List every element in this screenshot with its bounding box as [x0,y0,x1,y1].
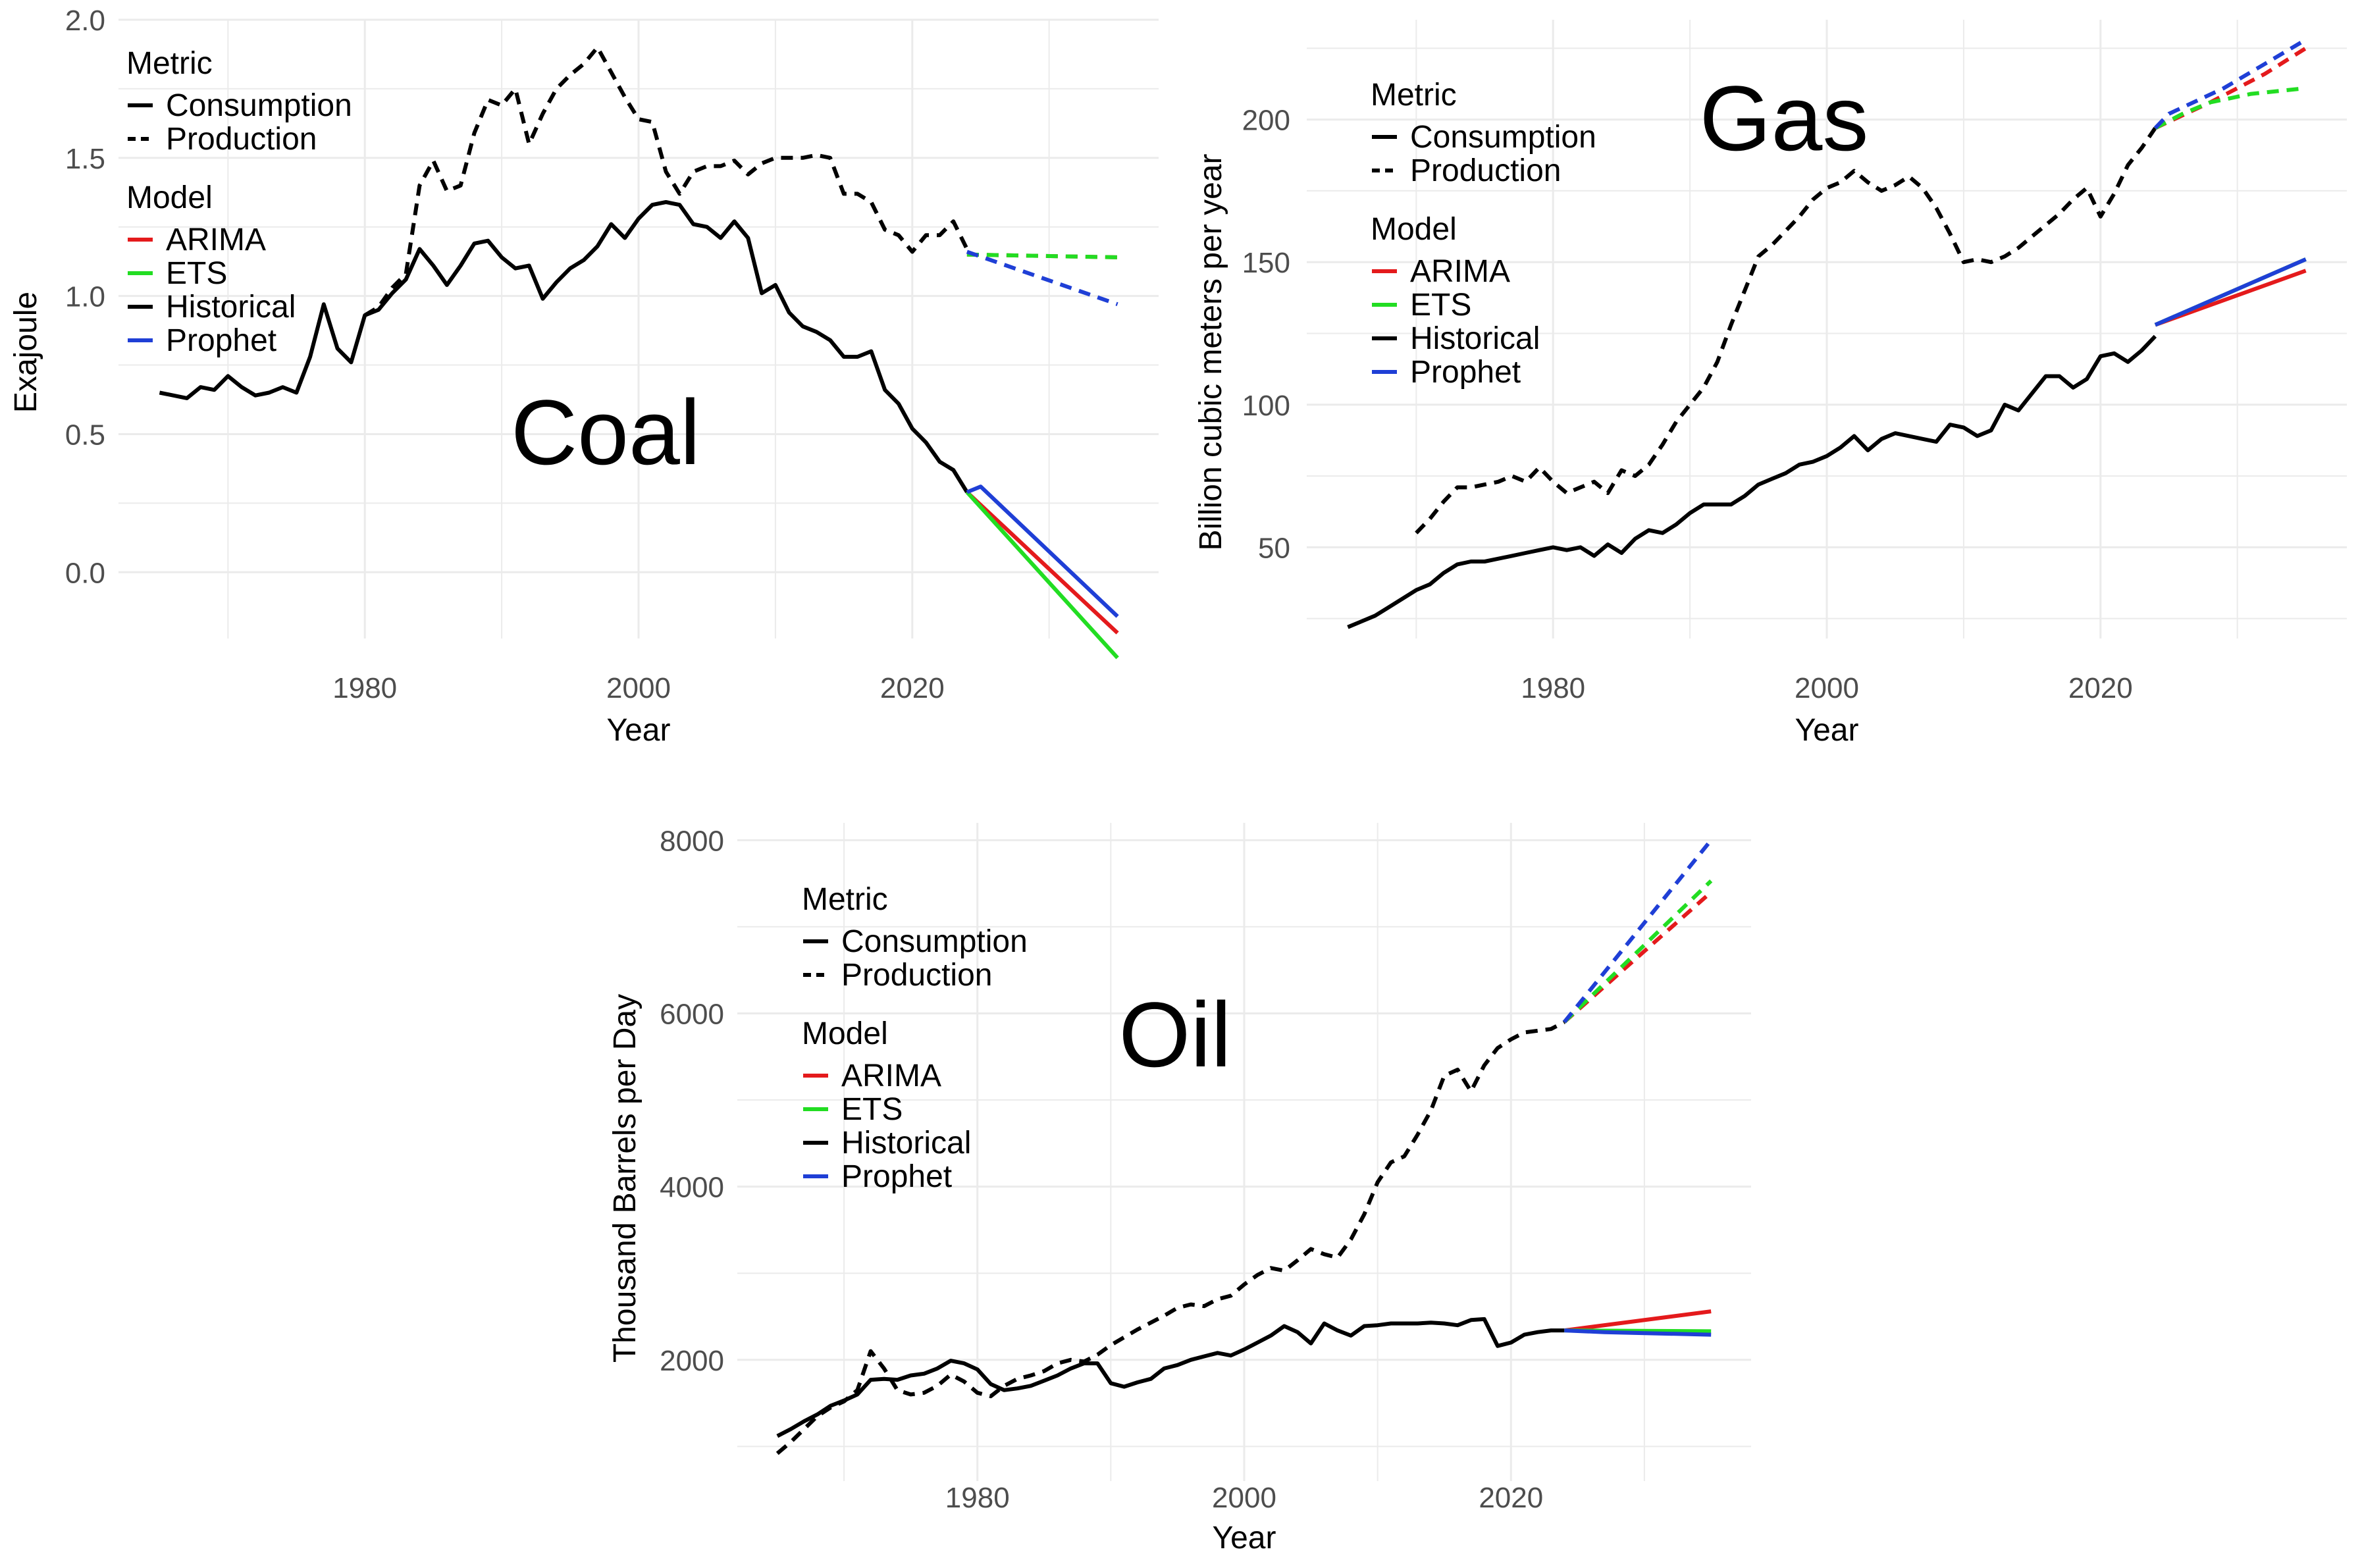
gas-y-ticks: 50 100 150 200 [1242,105,1290,565]
legend-label: Production [1410,153,1561,188]
y-tick-label: 1.5 [65,143,105,175]
x-tick-label: 1980 [332,672,397,704]
gas-title: Gas [1700,66,1869,170]
legend-label: Prophet [1410,355,1521,390]
y-tick-label: 200 [1242,105,1290,137]
coal-y-axis-label: Exajoule [9,292,43,413]
y-tick-label: 2.0 [65,5,105,37]
legend-title: Metric [1371,78,1457,113]
gas-series-production-ets [2154,86,2306,130]
coal-series-production-prophet [966,249,1118,307]
coal-panel: 0.0 0.5 1.0 1.5 2.0 1980 2000 2020 Exajoule Ye… [9,5,1159,748]
legend-label: ETS [841,1092,903,1127]
x-tick-label: 1980 [945,1482,1010,1514]
y-tick-label: 0.5 [65,419,105,451]
gas-series [1347,38,2307,629]
gas-series-production-prophet [2153,38,2307,130]
y-tick-label: 0.0 [65,557,105,589]
x-tick-label: 2000 [606,672,671,704]
oil-title: Oil [1118,983,1231,1086]
oil-series-consumption-prophet [1564,1328,1712,1337]
y-tick-label: 2000 [660,1345,724,1377]
coal-series-consumption-arima [965,490,1119,635]
coal-x-ticks: 1980 2000 2020 [332,672,944,704]
y-tick-label: 8000 [660,825,724,857]
legend-label: Historical [841,1126,971,1161]
legend-label: Consumption [166,88,352,123]
y-tick-label: 50 [1258,532,1290,564]
legend-title: Model [126,180,213,215]
oil-y-axis-label: Thousand Barrels per Day [608,994,643,1363]
oil-x-axis-label: Year [1213,1521,1276,1555]
y-tick-label: 150 [1242,247,1290,279]
x-tick-label: 2020 [2068,672,2133,704]
coal-series-consumption-historical [159,200,969,494]
y-tick-label: 4000 [660,1172,724,1204]
coal-series-production-historical [363,45,969,317]
coal-series-consumption-ets [965,490,1119,660]
legend-title: Metric [126,46,213,81]
x-tick-label: 2020 [880,672,945,704]
legend-label: Prophet [841,1159,952,1194]
legend-title: Model [1371,212,1457,247]
legend-title: Model [802,1016,888,1051]
coal-title: Coal [511,380,700,484]
legend-label: Consumption [1410,120,1596,155]
x-tick-label: 2000 [1795,672,1859,704]
oil-series-production-historical [775,1020,1565,1455]
legend-label: Historical [166,290,296,325]
oil-series-production-prophet [1562,839,1713,1024]
coal-series-consumption-prophet [966,484,1119,618]
legend-label: Historical [1410,321,1540,356]
y-tick-label: 6000 [660,998,724,1030]
legend-label: ETS [166,256,227,291]
legend-label: Prophet [166,323,276,358]
gas-y-axis-label: Billion cubic meters per year [1194,154,1228,551]
legend-label: ARIMA [1410,254,1510,289]
oil-series-production-ets [1563,879,1713,1024]
legend-title: Metric [802,882,888,917]
oil-series-consumption-arima [1563,1309,1712,1333]
coal-series [159,45,1119,660]
x-tick-label: 2000 [1212,1482,1276,1514]
oil-series [775,839,1713,1455]
legend-label: Production [841,958,992,993]
oil-panel: 2000 4000 6000 8000 1980 2000 2020 Thousand B… [608,823,1751,1555]
gas-panel: 50 100 150 200 1980 2000 2020 Billion cubic m… [1194,20,2347,748]
gas-series-consumption-historical [1347,334,2157,629]
x-tick-label: 1980 [1521,672,1585,704]
legend-label: ETS [1410,288,1471,323]
gas-x-ticks: 1980 2000 2020 [1521,672,2132,704]
oil-x-ticks: 1980 2000 2020 [945,1482,1543,1514]
x-tick-label: 2020 [1479,1482,1543,1514]
oil-grid [737,823,1751,1481]
gas-grid [1307,20,2347,639]
coal-x-axis-label: Year [607,713,671,748]
y-tick-label: 1.0 [65,281,105,313]
legend-label: ARIMA [166,222,266,257]
legend-label: Consumption [841,924,1028,959]
coal-y-ticks: 0.0 0.5 1.0 1.5 2.0 [65,5,105,589]
coal-grid [118,18,1159,639]
gas-x-axis-label: Year [1795,713,1859,748]
gas-series-consumption-prophet [2154,257,2307,327]
legend-label: Production [166,122,317,157]
oil-y-ticks: 2000 4000 6000 8000 [660,825,724,1376]
legend-label: ARIMA [841,1058,941,1093]
oil-series-production-arima [1563,891,1713,1024]
oil-series-consumption-historical [776,1317,1565,1438]
coal-series-production-ets [966,252,1118,259]
y-tick-label: 100 [1242,390,1290,422]
